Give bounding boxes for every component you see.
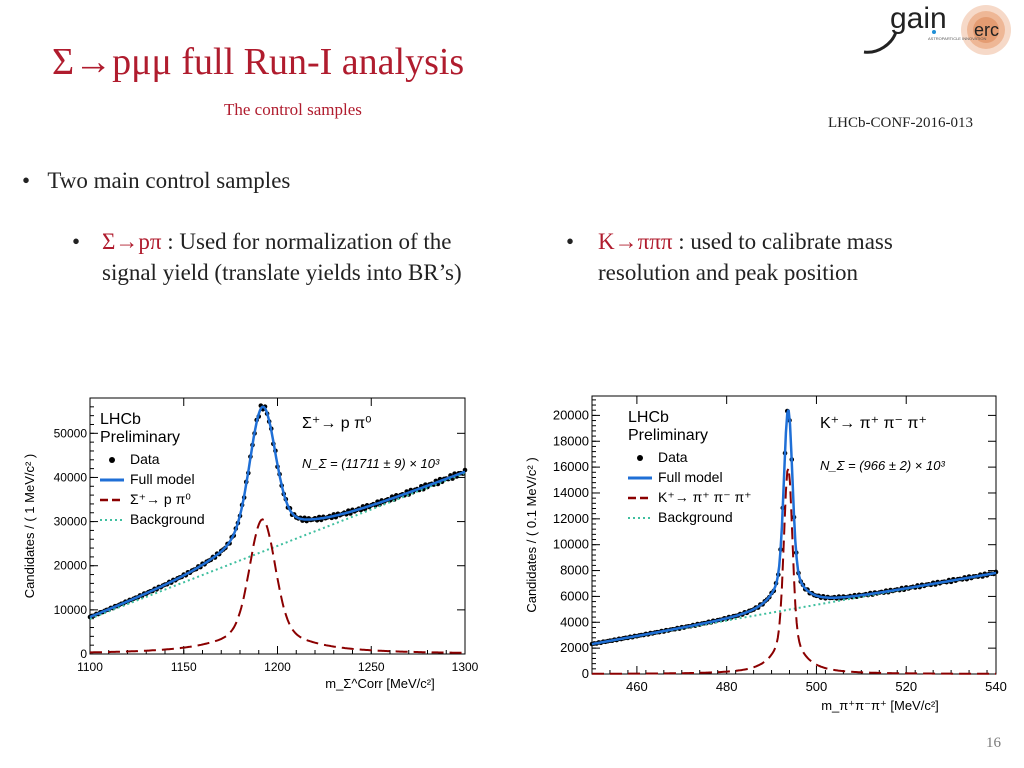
status-label: Preliminary	[628, 427, 708, 444]
legend-entry: Σ⁺→ p π⁰	[130, 491, 191, 507]
x-tick-label: 520	[895, 679, 917, 694]
decay-label: Σ⁺→ p π⁰	[302, 415, 372, 432]
x-tick-label: 1300	[452, 660, 479, 674]
y-tick-label: 10000	[553, 537, 589, 552]
y-tick-label: 0	[582, 666, 589, 681]
background-curve	[89, 472, 466, 620]
gain-logo-text: gain	[890, 2, 947, 35]
sigma-mass-plot: 1100 1150 1200 1250 1300 0 10000 20000 30000 4000…	[22, 397, 479, 691]
y-tick-label: 30000	[54, 515, 88, 529]
gain-erc-logo: erc gain ASTROPARTICLE INNOVATION	[863, 2, 1011, 55]
x-tick-label: 1100	[77, 660, 103, 674]
x-tick-label: 480	[716, 679, 738, 694]
full-model-curve	[591, 409, 997, 646]
y-tick-label: 0	[80, 647, 87, 661]
y-tick-label: 4000	[560, 614, 589, 629]
decay-label: K⁺→ π⁺ π⁻ π⁺	[820, 415, 927, 432]
plot-frame	[591, 395, 997, 675]
slide-subtitle: The control samples	[224, 100, 362, 119]
x-tick-label: 1250	[358, 660, 385, 674]
y-tick-label: 16000	[553, 459, 589, 474]
bullet-sigma-ppi: • Σ→pπ : Used for normalization of the s…	[72, 226, 472, 288]
gain-swoosh-icon	[863, 31, 898, 54]
status-label: Preliminary	[100, 429, 180, 446]
bullet-channel-kaon: K→πππ	[598, 229, 673, 254]
x-tick-label: 500	[806, 679, 828, 694]
bullet-text: : used to calibrate mass resolution and …	[598, 229, 893, 285]
gain-tagline: ASTROPARTICLE INNOVATION	[928, 36, 986, 41]
legend-entry: Data	[658, 449, 688, 465]
y-tick-label: 14000	[553, 485, 589, 500]
legend-entry: Background	[130, 511, 205, 527]
y-tick-label: 50000	[54, 426, 88, 440]
experiment-label: LHCb	[628, 409, 669, 426]
legend-entry: Full model	[130, 471, 195, 487]
y-tick-label: 10000	[54, 603, 88, 617]
x-tick-label: 1150	[171, 660, 197, 674]
y-tick-label: 8000	[560, 563, 589, 578]
y-tick-label: 2000	[560, 640, 589, 655]
legend-entry: K⁺→ π⁺ π⁻ π⁺	[658, 489, 752, 505]
bullet-dot-icon: •	[72, 229, 81, 254]
bullet-dot-icon: •	[566, 229, 575, 254]
legend-entry: Full model	[658, 469, 723, 485]
bullet-control-samples: • Two main control samples	[22, 165, 290, 196]
y-tick-label: 6000	[560, 588, 589, 603]
bullet-dot-icon: •	[22, 168, 31, 193]
y-tick-label: 40000	[54, 470, 88, 484]
x-axis-label: m_π⁺π⁻π⁺ [MeV/c²]	[821, 698, 939, 713]
y-tick-label: 20000	[54, 559, 88, 573]
yield-label: N_Σ = (11711 ± 9) × 10³	[302, 456, 440, 471]
reference-label: LHCb-CONF-2016-013	[828, 115, 973, 131]
legend-data-marker	[637, 455, 643, 461]
signal-curve	[592, 467, 996, 675]
bullet-text: : Used for normalization of the signal y…	[102, 229, 462, 285]
y-tick-label: 20000	[553, 407, 589, 422]
legend-data-marker	[109, 457, 115, 463]
y-axis-label: Candidates / ( 1 MeV/c² )	[22, 454, 37, 599]
page-number: 16	[986, 735, 1001, 751]
legend-entry: Background	[658, 509, 733, 525]
bullet-k-3pi: • K→πππ : used to calibrate mass resolut…	[566, 226, 976, 288]
gain-dot-icon	[932, 30, 936, 34]
erc-sunburst-icon	[961, 5, 1011, 55]
slide-title: Σ→pμμ full Run-I analysis	[52, 41, 465, 83]
y-axis-label: Candidates / ( 0.1 MeV/c² )	[524, 457, 539, 612]
y-tick-label: 12000	[553, 511, 589, 526]
y-tick-label: 18000	[553, 433, 589, 448]
bullet-channel-sigma: Σ→pπ	[102, 229, 162, 254]
yield-label: N_Σ = (966 ± 2) × 10³	[820, 458, 945, 473]
experiment-label: LHCb	[100, 411, 141, 428]
kaon-mass-plot: 460 480 500 520 540 0 2000 4000 6000 8000 10000 120…	[524, 395, 1007, 713]
x-tick-label: 460	[626, 679, 648, 694]
erc-logo-text: erc	[974, 20, 999, 40]
bullet-text: Two main control samples	[47, 168, 291, 193]
background-curve	[591, 572, 997, 646]
full-model-curve	[89, 405, 466, 619]
x-tick-label: 540	[985, 679, 1007, 694]
legend-entry: Data	[130, 451, 160, 467]
x-tick-label: 1200	[264, 660, 291, 674]
signal-curve	[90, 518, 465, 654]
x-axis-label: m_Σ^Corr [MeV/c²]	[325, 676, 434, 691]
